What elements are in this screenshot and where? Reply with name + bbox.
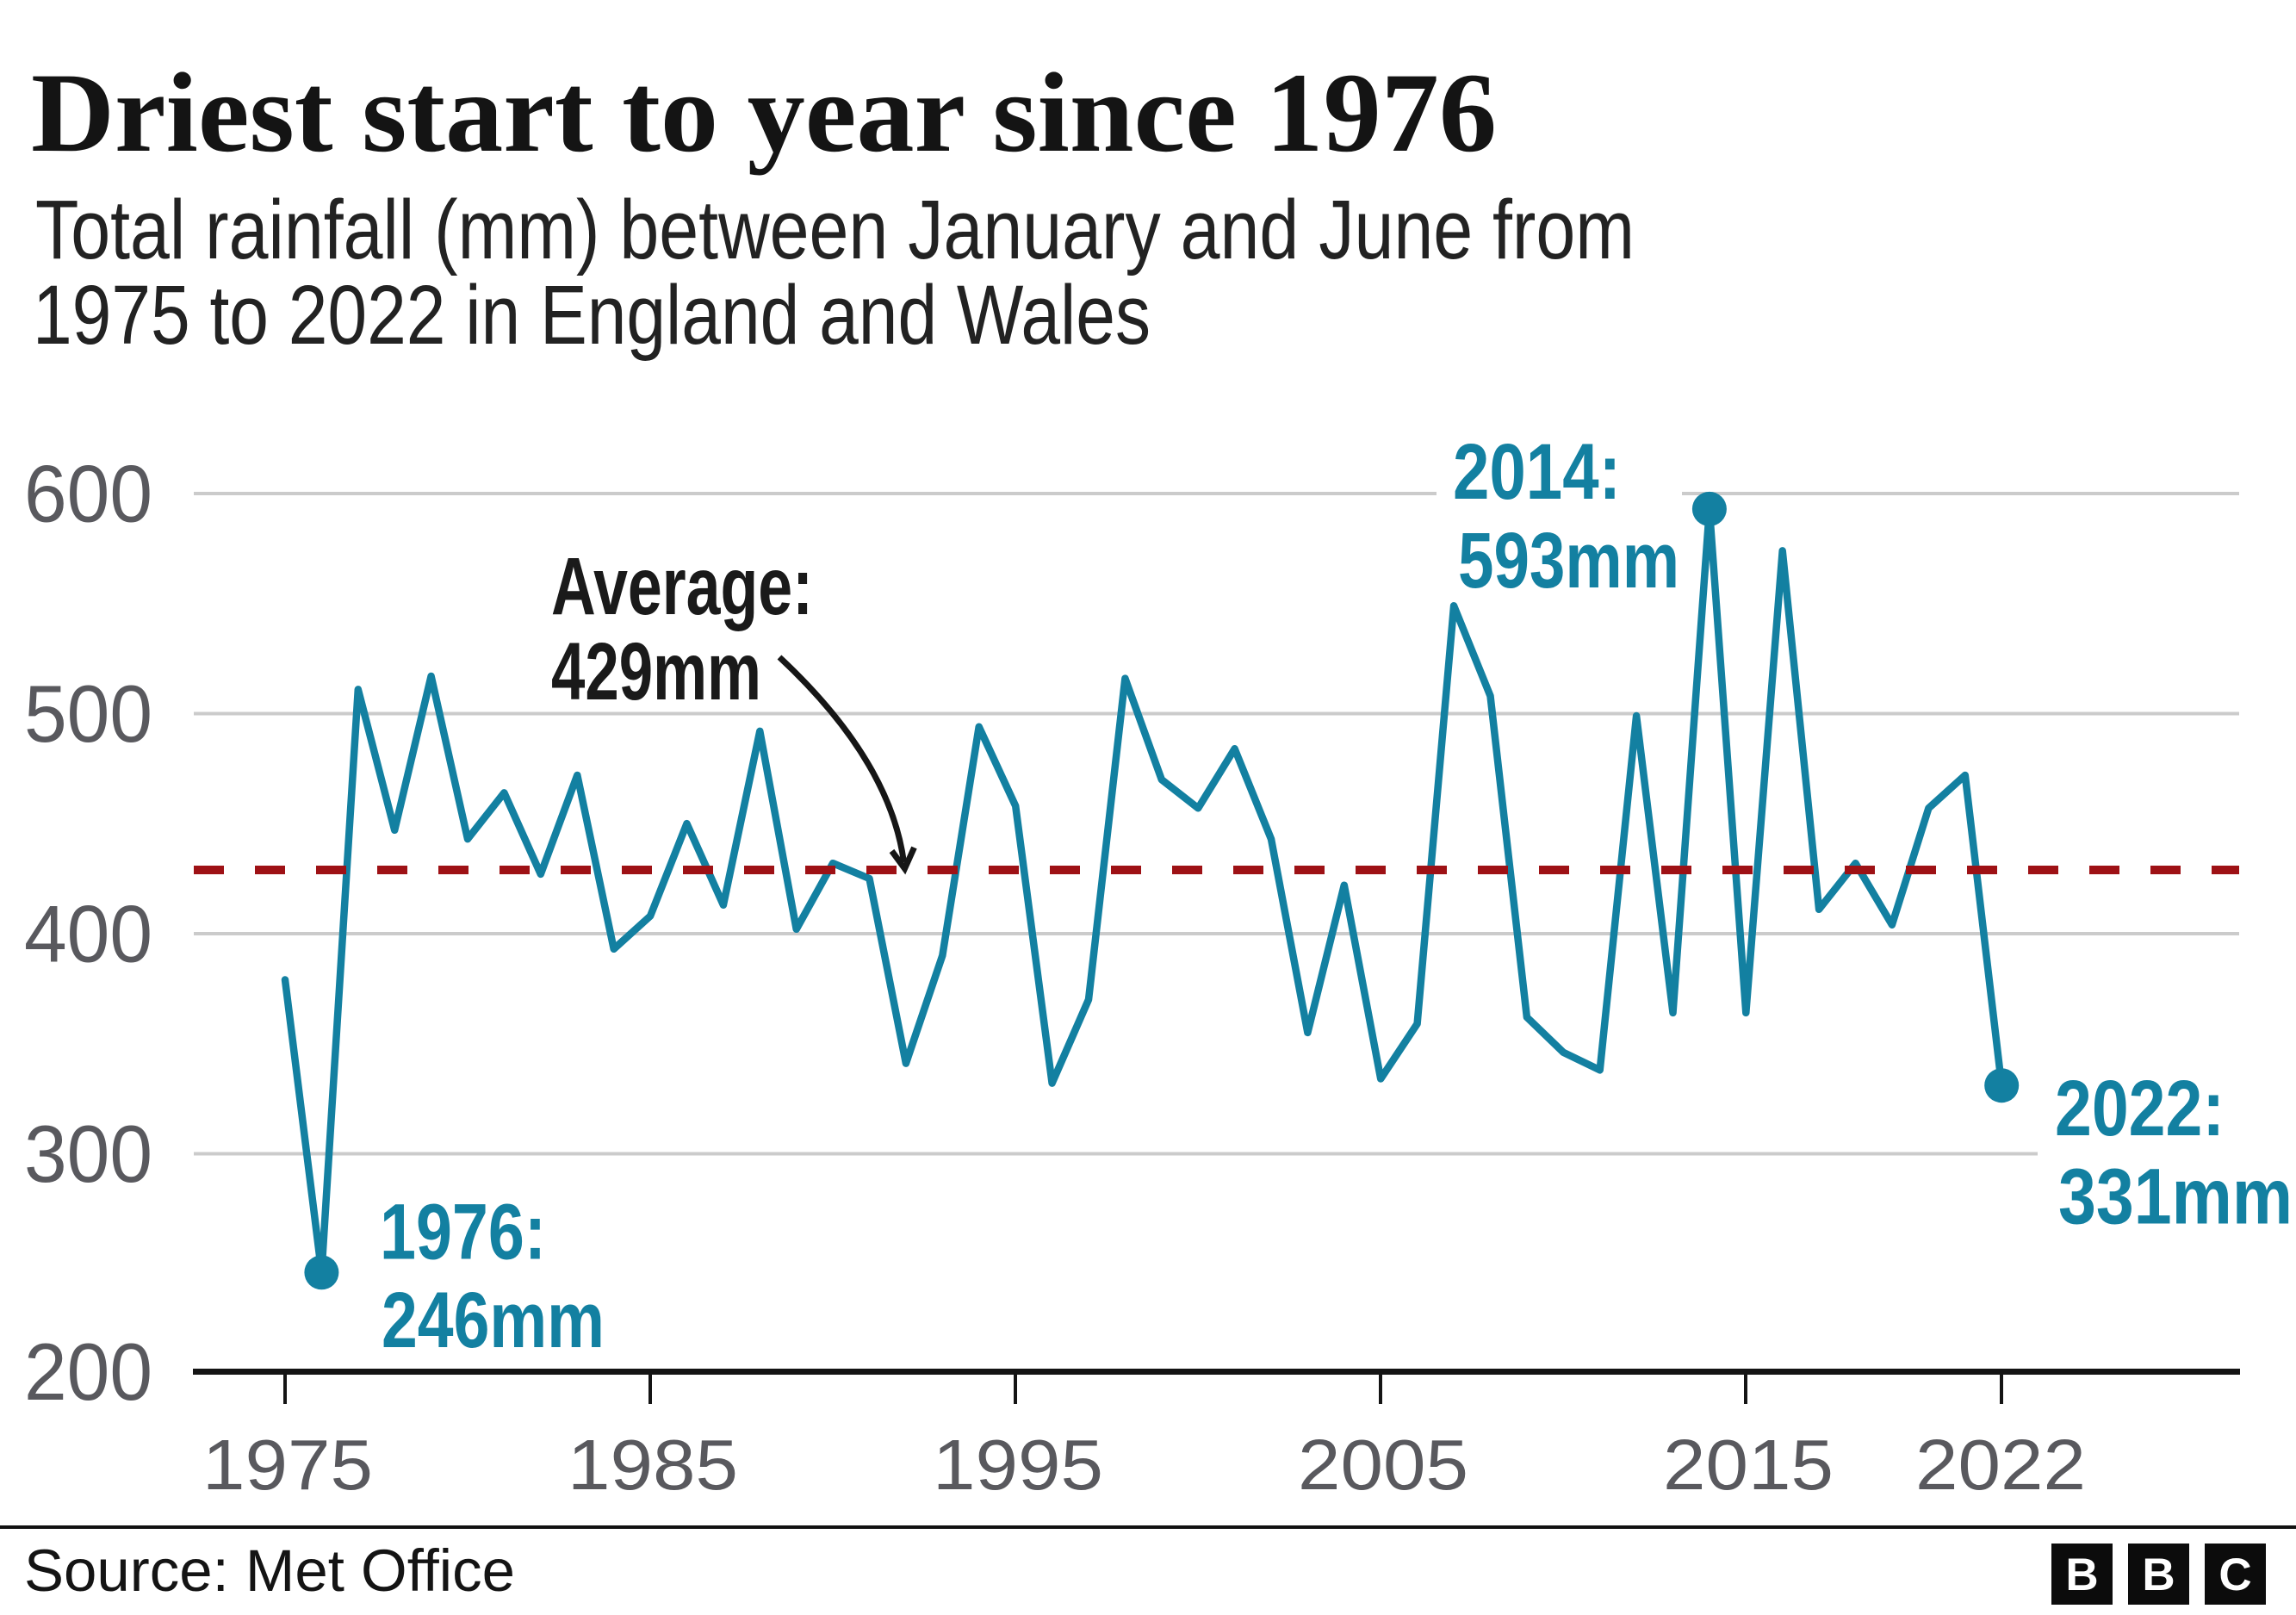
svg-text:1975 to 2022 in England and Wa: 1975 to 2022 in England and Wales	[33, 268, 1151, 362]
svg-text:400: 400	[24, 889, 152, 979]
svg-text:Total rainfall (mm) between Ja: Total rainfall (mm) between January and …	[35, 183, 1635, 276]
svg-text:Average:: Average:	[551, 541, 813, 632]
svg-text:500: 500	[24, 668, 152, 759]
svg-text:1976:: 1976:	[380, 1189, 546, 1276]
svg-text:429mm: 429mm	[551, 626, 761, 717]
svg-text:246mm: 246mm	[382, 1276, 605, 1364]
svg-text:2014:: 2014:	[1453, 428, 1621, 516]
svg-text:1995: 1995	[933, 1425, 1103, 1505]
svg-text:331mm: 331mm	[2058, 1153, 2293, 1241]
svg-text:B: B	[2065, 1550, 2098, 1600]
svg-text:1985: 1985	[568, 1425, 738, 1505]
svg-text:593mm: 593mm	[1458, 517, 1679, 605]
svg-text:300: 300	[24, 1109, 152, 1199]
svg-text:200: 200	[24, 1326, 152, 1417]
svg-text:2022: 2022	[1915, 1425, 2086, 1505]
svg-text:Driest start to year since 197: Driest start to year since 1976	[31, 49, 1497, 176]
svg-text:Source: Met Office: Source: Met Office	[24, 1537, 515, 1604]
svg-text:C: C	[2218, 1550, 2251, 1600]
svg-text:2005: 2005	[1298, 1425, 1468, 1505]
svg-text:2015: 2015	[1663, 1425, 1834, 1505]
svg-text:1975: 1975	[202, 1425, 373, 1505]
svg-text:B: B	[2142, 1550, 2175, 1600]
svg-text:600: 600	[24, 449, 152, 539]
svg-text:2022:: 2022:	[2055, 1065, 2225, 1152]
